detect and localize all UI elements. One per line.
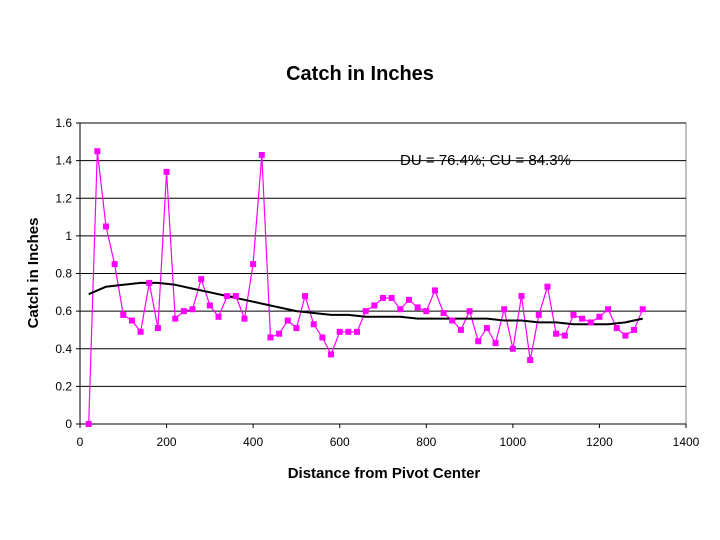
chart-title: Catch in Inches bbox=[286, 63, 434, 85]
data-point-marker bbox=[102, 223, 109, 230]
data-point-marker bbox=[440, 310, 447, 317]
data-point-marker bbox=[284, 317, 291, 324]
data-point-marker bbox=[380, 294, 386, 301]
y-axis: 0 0.2 0.4 0.6 0.8 1 1.2 1.4 1.6 bbox=[55, 116, 81, 431]
y-tick-label: 0 bbox=[65, 417, 72, 431]
data-point-marker bbox=[362, 308, 369, 315]
x-tick-label: 1000 bbox=[500, 435, 527, 449]
data-point-marker bbox=[423, 308, 430, 315]
data-point-marker bbox=[328, 351, 335, 358]
data-point-marker bbox=[570, 311, 577, 318]
data-point-marker bbox=[553, 330, 560, 337]
data-point-marker bbox=[302, 293, 309, 300]
grid-lines bbox=[80, 122, 686, 387]
y-tick-label: 0.2 bbox=[55, 379, 72, 393]
data-point-marker bbox=[475, 338, 482, 345]
data-point-marker bbox=[128, 317, 135, 324]
data-point-marker bbox=[509, 345, 516, 352]
data-point-marker bbox=[639, 306, 646, 313]
data-point-marker bbox=[267, 334, 274, 341]
data-point-marker bbox=[631, 326, 638, 333]
x-tick-label: 1200 bbox=[586, 435, 613, 449]
data-point-marker bbox=[258, 151, 265, 158]
data-point-marker bbox=[431, 287, 438, 294]
x-tick-label: 400 bbox=[243, 435, 263, 449]
y-axis-title: Catch in Inches bbox=[25, 218, 42, 329]
data-point-marker bbox=[172, 315, 179, 322]
data-point-marker bbox=[579, 315, 586, 322]
data-point-marker bbox=[198, 276, 205, 283]
y-tick-label: 1.2 bbox=[55, 191, 72, 205]
data-point-marker bbox=[596, 313, 603, 320]
data-point-marker bbox=[354, 328, 361, 335]
data-point-marker bbox=[85, 421, 92, 427]
data-point-marker bbox=[371, 302, 378, 309]
data-point-marker bbox=[587, 319, 594, 326]
data-point-marker bbox=[215, 313, 222, 320]
data-point-marker bbox=[466, 308, 473, 315]
data-point-marker bbox=[180, 308, 187, 315]
data-point-marker bbox=[345, 328, 352, 335]
data-point-marker bbox=[224, 293, 231, 300]
x-axis: 0 200 400 600 800 1000 1200 1400 bbox=[77, 423, 700, 449]
data-point-marker bbox=[388, 294, 395, 301]
data-point-marker bbox=[189, 306, 196, 313]
y-tick-label: 0.8 bbox=[55, 267, 72, 281]
data-point-marker bbox=[241, 315, 248, 322]
data-point-marker bbox=[397, 306, 404, 313]
data-point-marker bbox=[310, 321, 317, 328]
du-cu-annotation: DU = 76.4%; CU = 84.3% bbox=[400, 152, 571, 169]
data-point-marker bbox=[492, 340, 499, 347]
data-point-marker bbox=[336, 328, 343, 335]
x-tick-label: 800 bbox=[416, 435, 436, 449]
series-layer bbox=[85, 148, 646, 427]
data-point-marker bbox=[206, 302, 213, 309]
data-point-marker bbox=[414, 304, 421, 311]
x-tick-label: 200 bbox=[157, 435, 177, 449]
data-point-marker bbox=[137, 328, 144, 335]
y-tick-label: 0.6 bbox=[55, 304, 72, 318]
x-tick-label: 600 bbox=[330, 435, 350, 449]
data-point-marker bbox=[518, 293, 525, 300]
data-point-marker bbox=[561, 332, 568, 339]
data-point-marker bbox=[120, 311, 127, 318]
data-point-marker bbox=[154, 325, 161, 332]
data-point-marker bbox=[146, 279, 153, 286]
data-point-marker bbox=[544, 283, 551, 290]
data-point-marker bbox=[319, 334, 326, 341]
x-tick-label: 1400 bbox=[673, 435, 700, 449]
data-point-marker bbox=[293, 325, 300, 332]
data-point-marker bbox=[605, 306, 612, 313]
data-point-marker bbox=[94, 148, 101, 155]
data-point-marker bbox=[483, 325, 490, 332]
data-point-marker bbox=[250, 261, 257, 268]
data-point-marker bbox=[622, 332, 629, 339]
y-tick-label: 0.4 bbox=[55, 342, 72, 356]
data-point-marker bbox=[449, 317, 456, 324]
data-point-marker bbox=[613, 325, 620, 332]
x-axis-title: Distance from Pivot Center bbox=[288, 465, 481, 482]
data-point-marker bbox=[535, 311, 542, 318]
y-tick-label: 1.6 bbox=[55, 116, 72, 130]
data-point-marker bbox=[163, 168, 170, 175]
data-point-marker bbox=[276, 330, 283, 337]
data-point-marker bbox=[232, 293, 239, 300]
data-point-marker bbox=[501, 306, 508, 313]
data-point-marker bbox=[111, 261, 118, 268]
trend-line bbox=[88, 281, 643, 326]
x-tick-label: 0 bbox=[77, 435, 84, 449]
y-tick-label: 1 bbox=[65, 229, 72, 243]
data-point-marker bbox=[405, 296, 412, 303]
y-tick-label: 1.4 bbox=[55, 154, 72, 168]
data-point-marker bbox=[527, 357, 534, 364]
data-point-marker bbox=[457, 326, 464, 333]
